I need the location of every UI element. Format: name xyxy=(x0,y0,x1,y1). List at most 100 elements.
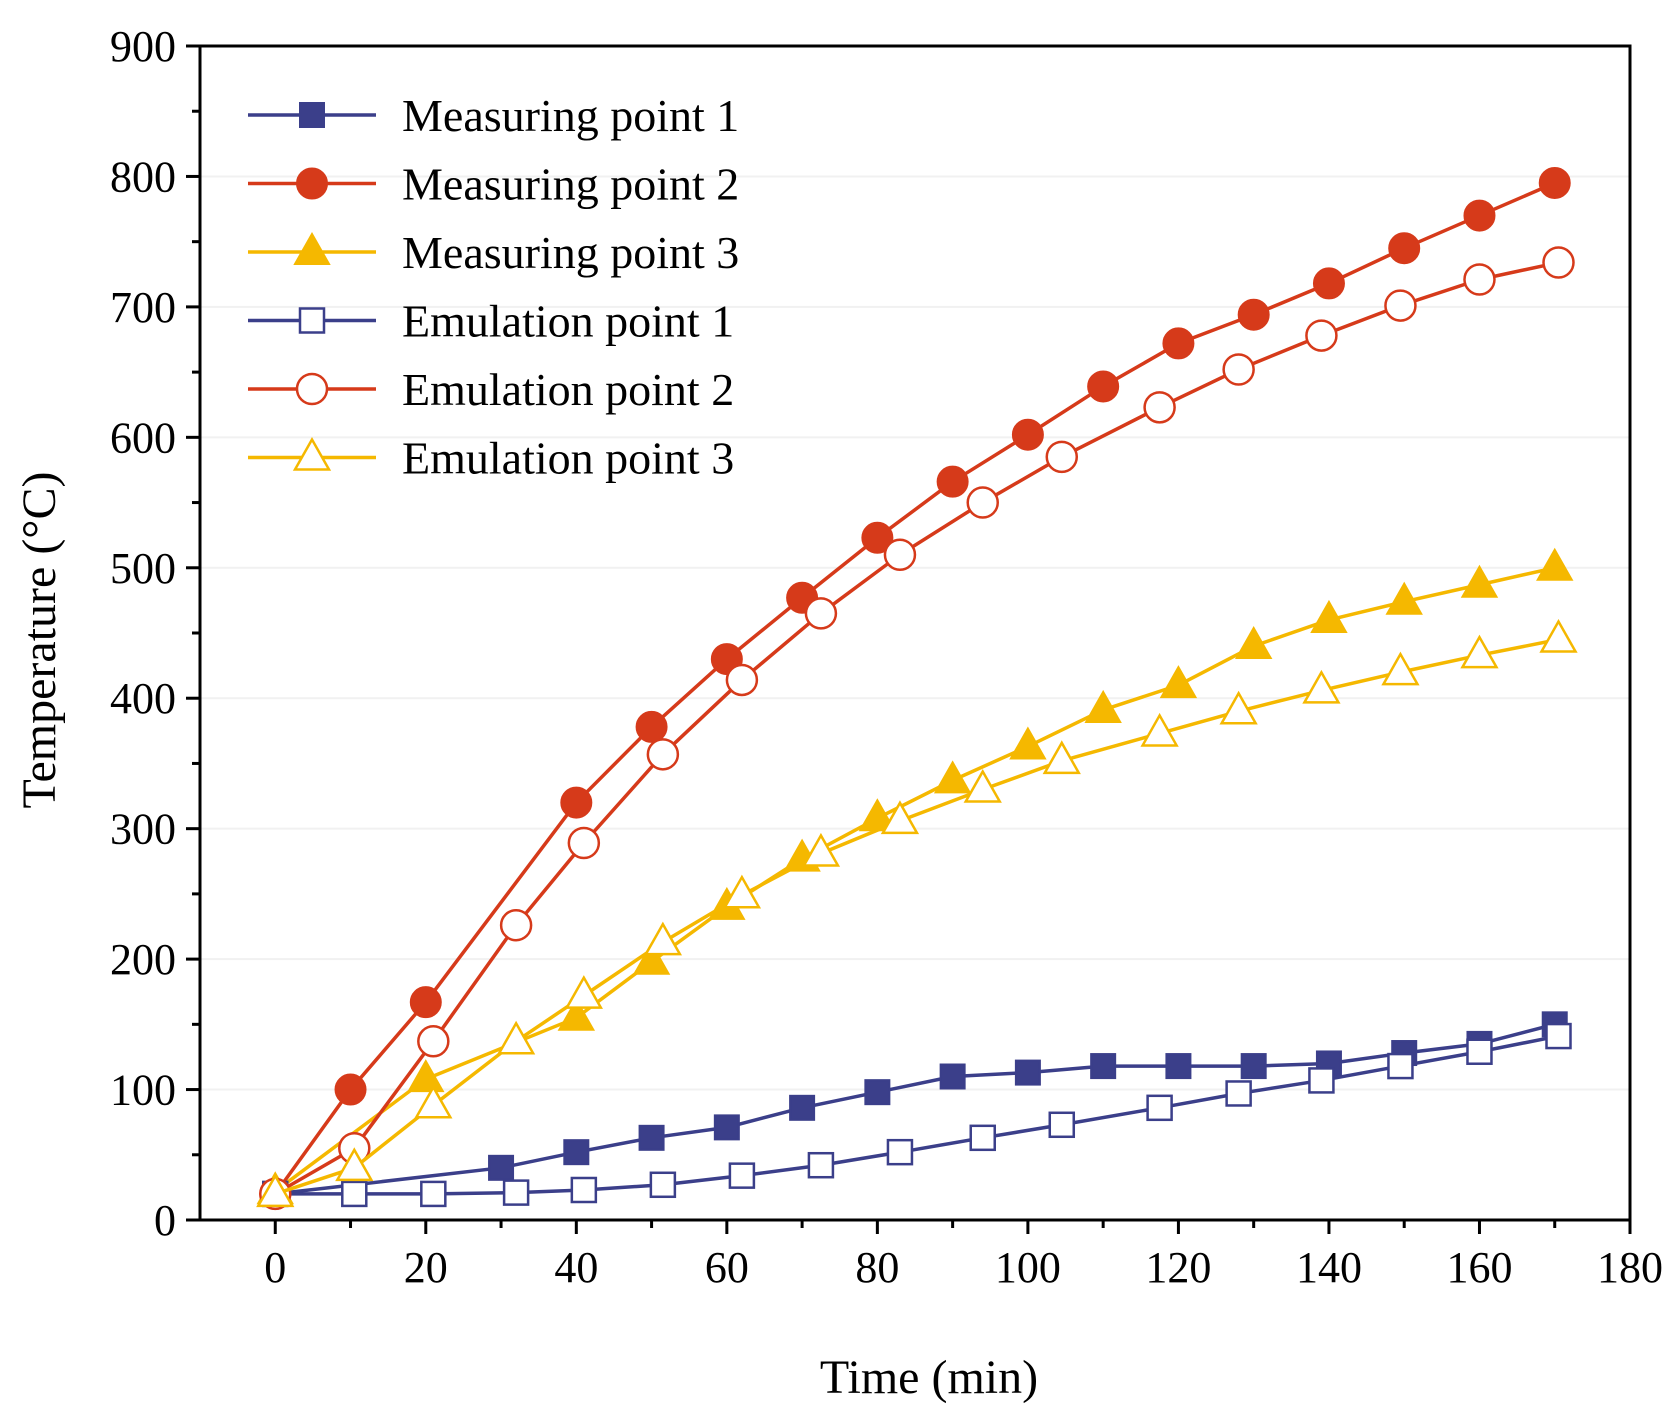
x-tick-label: 60 xyxy=(705,1243,749,1292)
legend-entry-5: Emulation point 2 xyxy=(248,364,734,415)
legend-marker xyxy=(299,102,325,128)
data-point xyxy=(496,1020,536,1055)
y-tick-label: 0 xyxy=(154,1196,176,1245)
data-point xyxy=(649,1171,677,1199)
data-point xyxy=(557,997,596,1031)
data-point xyxy=(635,710,668,743)
data-point xyxy=(801,832,841,867)
legend-marker xyxy=(296,167,328,200)
data-point xyxy=(638,1124,665,1151)
data-point xyxy=(1542,246,1575,279)
data-point xyxy=(807,1151,835,1179)
data-point xyxy=(632,941,671,975)
data-point xyxy=(1222,353,1255,386)
data-point xyxy=(804,597,838,630)
data-point xyxy=(1237,298,1270,331)
data-point xyxy=(963,768,1002,803)
data-point xyxy=(1312,267,1345,300)
data-point xyxy=(1381,651,1420,686)
legend-entry-6: Emulation point 3 xyxy=(248,433,734,484)
data-point xyxy=(414,1084,453,1119)
x-tick-label: 160 xyxy=(1446,1243,1512,1292)
data-point xyxy=(564,975,603,1009)
data-point xyxy=(1146,1094,1173,1122)
legend-marker xyxy=(293,231,331,265)
data-point xyxy=(1048,1111,1076,1139)
legend-entry-3: Measuring point 3 xyxy=(248,227,739,278)
legend: Measuring point 1 Measuring point 2 Measur… xyxy=(248,90,739,484)
data-point xyxy=(502,1179,530,1206)
data-point xyxy=(256,1173,295,1208)
data-point xyxy=(1234,626,1273,660)
data-point xyxy=(966,486,999,519)
data-point xyxy=(789,1094,816,1121)
y-tick-label: 900 xyxy=(110,22,176,71)
x-tick-label: 20 xyxy=(404,1243,448,1292)
data-point xyxy=(567,826,601,860)
legend-label: Emulation point 2 xyxy=(402,364,734,415)
data-point xyxy=(1460,634,1499,669)
data-point xyxy=(1308,1067,1335,1094)
data-point xyxy=(1463,199,1496,232)
data-point xyxy=(725,663,759,697)
data-point xyxy=(939,1063,966,1090)
data-point xyxy=(1240,1053,1267,1080)
axes-layer: 0 100 200 300 400 500 600 700 800 900 0 20 40 60 80 100… xyxy=(110,22,1663,1292)
data-point xyxy=(1384,289,1417,322)
y-axis-title: Temperature (°C) xyxy=(13,471,66,808)
x-tick-label: 40 xyxy=(554,1243,598,1292)
data-point xyxy=(1538,166,1571,199)
data-point xyxy=(1388,232,1421,265)
data-point xyxy=(335,1147,374,1182)
data-point xyxy=(883,538,917,571)
data-point xyxy=(861,521,894,554)
data-point xyxy=(643,921,683,956)
data-point xyxy=(864,1079,891,1106)
y-tick-label: 600 xyxy=(110,413,176,462)
legend-label: Measuring point 3 xyxy=(402,227,739,278)
data-point xyxy=(1159,665,1198,699)
x-tick-label: 140 xyxy=(1296,1243,1362,1292)
legend-entry-2: Measuring point 2 xyxy=(248,159,739,210)
data-point xyxy=(1011,418,1044,451)
legend-label: Measuring point 1 xyxy=(402,90,739,141)
data-point xyxy=(420,1180,447,1208)
data-point xyxy=(1009,726,1047,760)
data-point xyxy=(969,1124,996,1152)
x-tick-label: 100 xyxy=(995,1243,1061,1292)
legend-marker xyxy=(295,372,329,406)
data-point xyxy=(1545,1022,1572,1050)
x-tick-label: 0 xyxy=(264,1243,286,1292)
data-point xyxy=(886,1138,914,1166)
legend-label: Emulation point 3 xyxy=(402,433,734,484)
legend-label: Emulation point 1 xyxy=(402,296,734,347)
data-point xyxy=(560,786,593,819)
legend-marker xyxy=(298,307,326,334)
series-6 xyxy=(256,618,1578,1208)
data-point xyxy=(570,1176,598,1204)
data-point xyxy=(713,1114,740,1141)
y-tick-label: 200 xyxy=(110,935,176,984)
legend-entry-1: Measuring point 1 xyxy=(248,90,739,141)
data-point xyxy=(563,1139,590,1166)
data-point xyxy=(499,908,533,942)
series-2 xyxy=(259,166,1571,1210)
data-point xyxy=(1045,440,1079,474)
y-tick-label: 700 xyxy=(110,283,176,332)
data-point xyxy=(1539,618,1578,653)
data-point xyxy=(1042,740,1081,775)
y-tick-label: 400 xyxy=(110,674,176,723)
series-4 xyxy=(262,1022,1572,1208)
data-point xyxy=(880,800,920,835)
data-point xyxy=(488,1154,515,1181)
y-tick-label: 800 xyxy=(110,152,176,201)
data-point xyxy=(1165,1053,1192,1080)
data-point xyxy=(933,760,972,794)
data-point xyxy=(334,1073,367,1106)
data-point xyxy=(1536,547,1574,581)
x-tick-label: 180 xyxy=(1597,1243,1663,1292)
data-point xyxy=(1162,327,1195,360)
y-tick-label: 100 xyxy=(110,1066,176,1115)
data-point xyxy=(1219,690,1258,725)
